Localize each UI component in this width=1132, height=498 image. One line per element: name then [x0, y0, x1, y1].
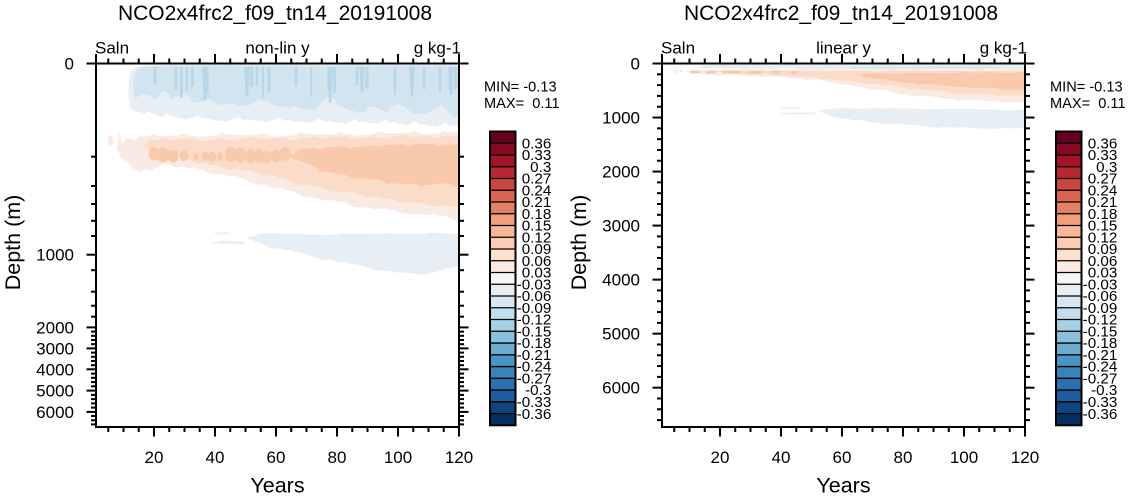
svg-text:0.06: 0.06: [1088, 253, 1118, 270]
svg-text:-0.3: -0.3: [1091, 382, 1117, 399]
svg-text:Years: Years: [816, 474, 870, 498]
svg-text:0.3: 0.3: [530, 159, 551, 176]
svg-text:60: 60: [833, 448, 852, 467]
svg-text:1000: 1000: [602, 109, 640, 128]
svg-text:non-lin y: non-lin y: [245, 39, 310, 58]
svg-text:-0.15: -0.15: [1083, 323, 1118, 340]
svg-text:100: 100: [950, 448, 978, 467]
svg-text:0.27: 0.27: [522, 171, 552, 188]
svg-text:80: 80: [894, 448, 913, 467]
svg-text:0.12: 0.12: [522, 229, 552, 246]
svg-text:-0.24: -0.24: [1083, 359, 1118, 376]
svg-text:MIN= -0.13: MIN= -0.13: [1050, 80, 1123, 96]
svg-text:g kg-1: g kg-1: [414, 39, 461, 58]
svg-text:-0.3: -0.3: [525, 382, 551, 399]
svg-text:-0.06: -0.06: [1083, 288, 1118, 305]
svg-text:100: 100: [384, 448, 412, 467]
svg-text:-0.03: -0.03: [517, 276, 552, 293]
svg-text:0.15: 0.15: [522, 218, 552, 235]
svg-text:0.12: 0.12: [1088, 229, 1118, 246]
svg-text:40: 40: [772, 448, 791, 467]
svg-text:NCO2x4frc2_f09_tn14_20191008: NCO2x4frc2_f09_tn14_20191008: [684, 2, 998, 25]
svg-text:0.21: 0.21: [1088, 194, 1118, 211]
svg-text:0.09: 0.09: [522, 241, 552, 258]
svg-text:-0.18: -0.18: [1083, 335, 1118, 352]
svg-text:40: 40: [206, 448, 225, 467]
svg-text:20: 20: [711, 448, 730, 467]
svg-text:NCO2x4frc2_f09_tn14_20191008: NCO2x4frc2_f09_tn14_20191008: [118, 2, 432, 25]
svg-text:-0.18: -0.18: [517, 335, 552, 352]
svg-text:-0.03: -0.03: [1083, 276, 1118, 293]
svg-text:1000: 1000: [36, 246, 74, 265]
svg-text:0.33: 0.33: [1088, 147, 1118, 164]
svg-text:MIN= -0.13: MIN= -0.13: [484, 80, 557, 96]
svg-text:4000: 4000: [602, 271, 640, 290]
svg-text:-0.21: -0.21: [517, 347, 552, 364]
svg-text:-0.09: -0.09: [517, 300, 552, 317]
svg-text:0.36: 0.36: [1088, 135, 1118, 152]
svg-text:0.3: 0.3: [1096, 159, 1117, 176]
svg-text:0: 0: [631, 55, 640, 74]
svg-text:Saln: Saln: [661, 39, 695, 58]
svg-text:-0.21: -0.21: [1083, 347, 1118, 364]
svg-text:0.36: 0.36: [522, 135, 552, 152]
svg-text:-0.12: -0.12: [1083, 312, 1118, 329]
svg-text:6000: 6000: [602, 379, 640, 398]
svg-text:5000: 5000: [36, 382, 74, 401]
svg-text:-0.27: -0.27: [1083, 370, 1118, 387]
svg-text:-0.15: -0.15: [517, 323, 552, 340]
svg-text:0.06: 0.06: [522, 253, 552, 270]
svg-text:3000: 3000: [36, 339, 74, 358]
svg-text:5000: 5000: [602, 325, 640, 344]
svg-text:0.09: 0.09: [1088, 241, 1118, 258]
svg-text:MAX= 0.11: MAX= 0.11: [1050, 96, 1126, 112]
svg-text:g kg-1: g kg-1: [980, 39, 1027, 58]
svg-text:linear y: linear y: [816, 39, 871, 58]
svg-text:0.18: 0.18: [522, 206, 552, 223]
svg-text:6000: 6000: [36, 403, 74, 422]
svg-text:60: 60: [267, 448, 286, 467]
svg-text:-0.12: -0.12: [517, 312, 552, 329]
svg-text:MAX= 0.11: MAX= 0.11: [484, 96, 560, 112]
svg-text:0.03: 0.03: [522, 265, 552, 282]
svg-text:-0.27: -0.27: [517, 370, 552, 387]
svg-text:-0.06: -0.06: [517, 288, 552, 305]
svg-text:-0.36: -0.36: [517, 406, 552, 423]
svg-text:0: 0: [65, 55, 74, 74]
svg-text:-0.33: -0.33: [1083, 394, 1118, 411]
svg-text:0.27: 0.27: [1088, 171, 1118, 188]
svg-text:Saln: Saln: [95, 39, 129, 58]
svg-text:-0.24: -0.24: [517, 359, 552, 376]
svg-text:0.15: 0.15: [1088, 218, 1118, 235]
svg-text:3000: 3000: [602, 217, 640, 236]
svg-text:-0.36: -0.36: [1083, 406, 1118, 423]
svg-text:-0.09: -0.09: [1083, 300, 1118, 317]
svg-text:0.24: 0.24: [522, 182, 552, 199]
svg-text:Years: Years: [250, 474, 304, 498]
svg-text:0.18: 0.18: [1088, 206, 1118, 223]
svg-text:120: 120: [1011, 448, 1039, 467]
svg-text:0.21: 0.21: [522, 194, 552, 211]
svg-text:2000: 2000: [602, 163, 640, 182]
svg-text:4000: 4000: [36, 360, 74, 379]
svg-text:2000: 2000: [36, 318, 74, 337]
svg-text:0.24: 0.24: [1088, 182, 1118, 199]
svg-text:80: 80: [328, 448, 347, 467]
svg-text:20: 20: [145, 448, 164, 467]
svg-text:Depth (m): Depth (m): [1, 195, 25, 291]
svg-text:0.03: 0.03: [1088, 265, 1118, 282]
svg-text:-0.33: -0.33: [517, 394, 552, 411]
svg-text:Depth (m): Depth (m): [567, 195, 591, 291]
svg-text:0.33: 0.33: [522, 147, 552, 164]
svg-text:120: 120: [445, 448, 473, 467]
